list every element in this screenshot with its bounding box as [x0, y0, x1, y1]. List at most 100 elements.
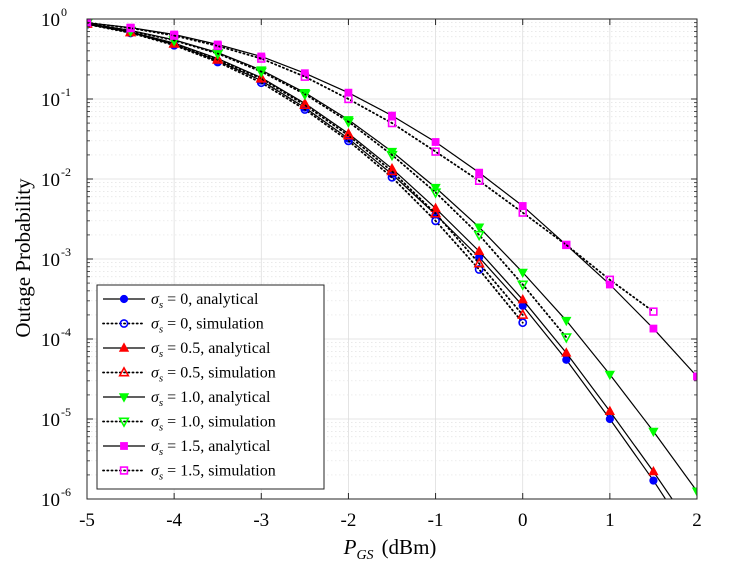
legend-label-rest: = 1.5, analytical	[163, 438, 271, 455]
x-tick-label: -1	[428, 510, 444, 531]
series-line	[87, 21, 655, 313]
legend-marker	[119, 319, 129, 328]
legend-label: σs = 1.0, simulation	[151, 414, 276, 434]
data-point	[388, 111, 396, 120]
legend-entry: σs = 1.5, analytical	[103, 438, 271, 458]
x-tick-label: -2	[341, 510, 357, 531]
data-point	[212, 53, 224, 64]
y-tick-label-exponent: -1	[61, 85, 71, 99]
y-tick-label-base: 10	[41, 330, 60, 351]
x-tick-label: -4	[166, 510, 182, 531]
legend-marker	[120, 442, 128, 450]
data-point	[648, 427, 659, 438]
legend-label-sub: s	[159, 324, 163, 336]
y-tick-label-exponent: -3	[61, 245, 71, 259]
y-tick-label-base: 10	[41, 90, 60, 111]
data-point	[87, 19, 92, 27]
legend-label-sigma: σ	[151, 365, 160, 382]
data-point	[257, 54, 266, 63]
y-tick-label-base: 10	[41, 170, 60, 191]
legend-entry: σs = 1.5, simulation	[102, 463, 276, 483]
data-point	[169, 31, 179, 40]
data-point	[430, 183, 441, 194]
data-point	[605, 275, 615, 284]
y-tick-label-base: 10	[41, 410, 60, 431]
data-point	[518, 318, 528, 328]
y-tick-label: 10 -3	[41, 245, 71, 271]
legend-label-sub: s	[159, 446, 163, 458]
legend-entry: σs = 1.0, analytical	[103, 389, 271, 409]
data-point	[386, 150, 398, 162]
data-point	[342, 129, 355, 140]
data-point	[649, 324, 658, 333]
series-7	[87, 19, 658, 316]
data-point	[255, 67, 267, 78]
data-point	[517, 268, 528, 279]
data-point	[518, 202, 527, 210]
legend-entry: σs = 0.5, analytical	[103, 340, 271, 360]
data-point	[429, 188, 442, 199]
y-tick-label-base: 10	[41, 250, 60, 271]
legend-entry: σs = 0, analytical	[103, 291, 259, 311]
x-tick-label: -5	[79, 510, 95, 531]
legend-label-rest: = 1.0, analytical	[163, 389, 271, 406]
legend-label-sigma: σ	[151, 291, 160, 308]
data-point	[604, 405, 616, 415]
data-point	[473, 230, 485, 242]
y-tick-label-exponent: -4	[61, 325, 71, 339]
data-point	[431, 147, 440, 156]
legend-box	[96, 284, 325, 490]
y-tick-label-exponent: 0	[61, 5, 67, 19]
data-point	[517, 280, 529, 291]
data-point	[300, 72, 310, 81]
legend-label-sub: s	[159, 373, 163, 385]
data-point	[605, 280, 614, 289]
legend-label: σs = 0.5, analytical	[151, 340, 271, 360]
data-point	[561, 316, 572, 327]
x-axis-title-main: P	[343, 535, 357, 559]
legend-label-sigma: σ	[151, 389, 160, 406]
legend-label-rest: = 0.5, analytical	[163, 340, 271, 357]
legend-label: σs = 0.5, simulation	[151, 365, 276, 385]
legend-marker	[119, 466, 129, 475]
x-tick-labels: -5 -4 -3 -2 -1 0 1 2	[79, 510, 702, 531]
data-point	[299, 98, 311, 110]
data-point	[518, 208, 527, 217]
legend-label: σs = 0, analytical	[151, 291, 259, 311]
legend-marker	[118, 342, 130, 352]
data-point	[474, 176, 484, 185]
data-point	[649, 307, 658, 316]
y-axis-title: Outage Probability	[11, 178, 35, 338]
data-point	[431, 138, 440, 146]
legend-entry: σs = 1.0, simulation	[102, 414, 276, 434]
data-point	[648, 465, 659, 476]
legend-label-rest: = 0.5, simulation	[163, 365, 276, 382]
data-point	[342, 117, 355, 128]
legend-marker	[118, 393, 130, 403]
data-point	[429, 207, 442, 218]
legend-entry: σs = 0, simulation	[102, 316, 264, 336]
legend-entry: σs = 0.5, simulation	[102, 365, 276, 385]
data-point	[561, 347, 572, 357]
y-tick-label: 10 -1	[41, 85, 71, 111]
x-axis-title: PGS (dBm)	[343, 535, 437, 561]
x-axis-title-unit: (dBm)	[382, 535, 437, 559]
data-point	[604, 370, 616, 381]
x-tick-label: 1	[605, 510, 615, 531]
data-point	[212, 49, 224, 60]
data-point	[560, 333, 572, 344]
legend-marker	[118, 417, 130, 428]
data-point	[299, 90, 311, 101]
y-tick-label-base: 10	[41, 490, 60, 511]
legend-label-sigma: σ	[151, 438, 160, 455]
series-line	[87, 22, 568, 339]
data-point	[473, 245, 485, 255]
legend-label: σs = 1.5, analytical	[151, 438, 271, 458]
legend-label-rest: = 0, analytical	[163, 291, 259, 308]
legend-label: σs = 1.5, simulation	[151, 463, 276, 483]
legend-label-sub: s	[159, 397, 163, 409]
y-tick-label: 10 -5	[41, 405, 71, 431]
